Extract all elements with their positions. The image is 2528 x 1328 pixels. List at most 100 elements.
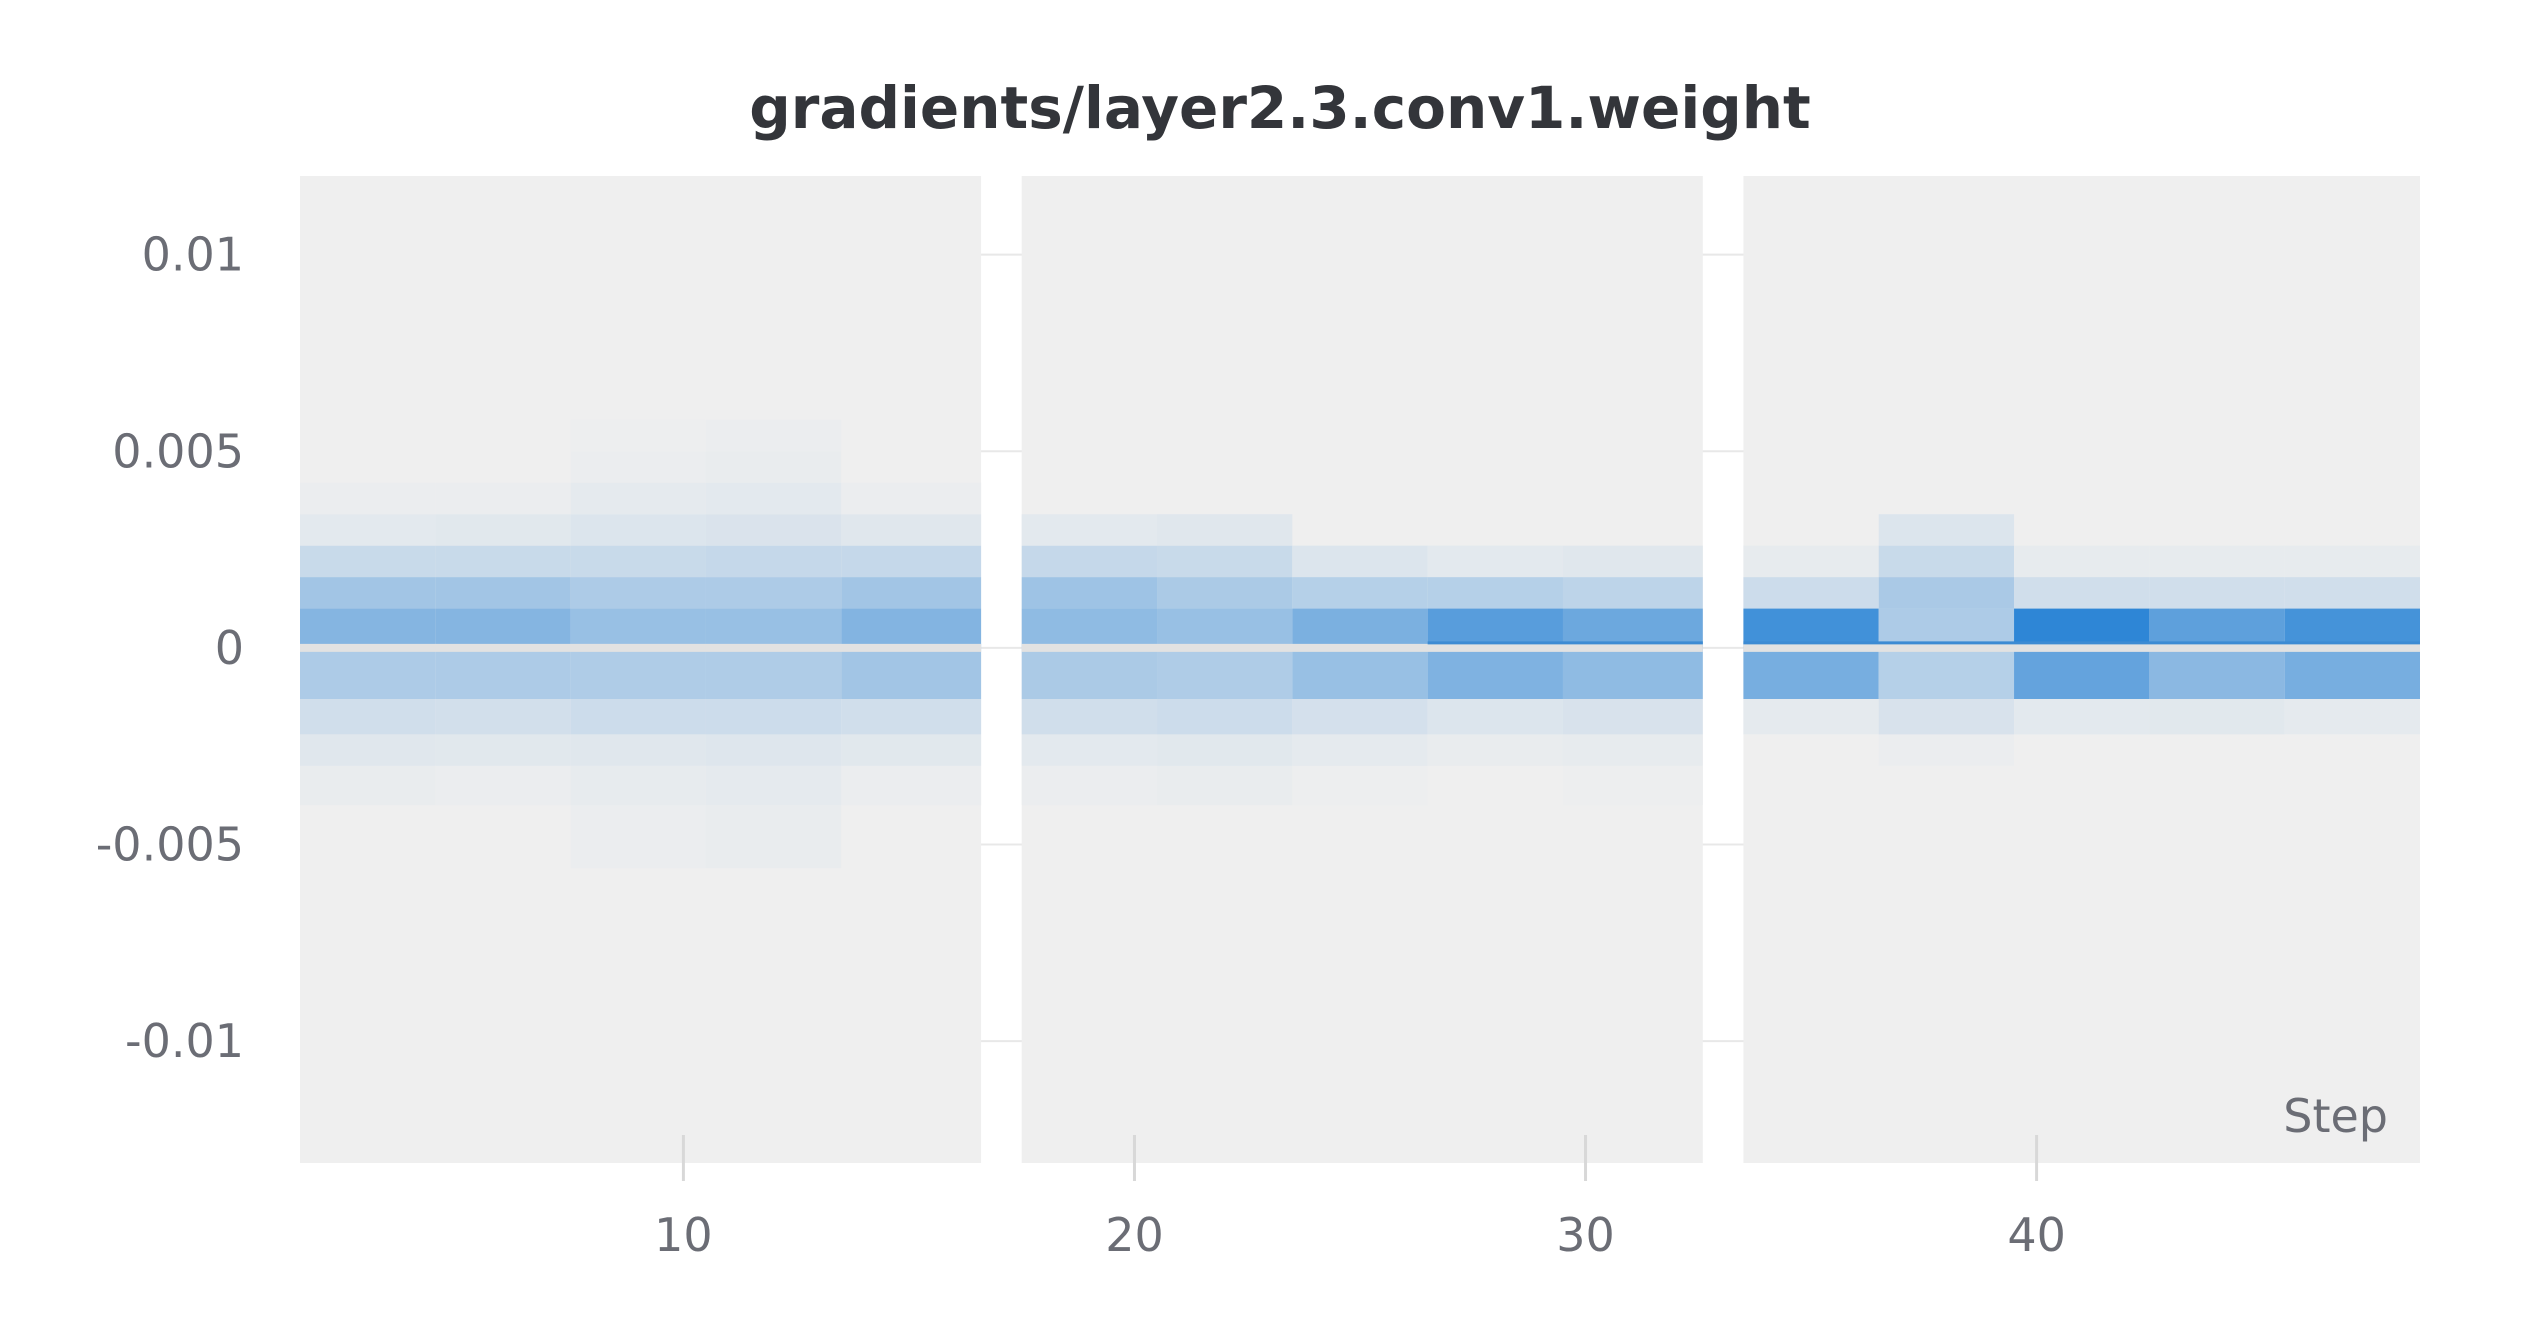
heatmap-cell-col3-bin7 [570, 577, 706, 609]
heatmap-cell-col2-bin9 [435, 514, 571, 546]
heatmap-cell-col4-bin9 [705, 514, 842, 546]
heatmap-cell-col15-bin6 [2284, 608, 2420, 648]
heatmap-cell-col5-bin5 [841, 647, 982, 699]
x-axis-label: Step [2283, 1089, 2388, 1143]
heatmap-cell-col13-bin5 [2014, 647, 2150, 699]
heatmap-cell-col6-bin3 [1021, 734, 1158, 766]
heatmap-cell-col14-bin5 [2149, 647, 2285, 699]
heatmap-cell-col8-bin8 [1292, 545, 1428, 578]
heatmap-cell-col3-bin9 [570, 514, 706, 546]
heatmap-cell-col8-bin5 [1292, 647, 1428, 699]
heatmap-cell-col2-bin8 [435, 545, 571, 578]
heatmap-cell-col6-bin5 [1021, 647, 1158, 699]
heatmap-cell-col8-bin4 [1292, 698, 1428, 735]
heatmap-cell-col11-bin8 [1743, 545, 1879, 578]
heatmap-cell-col15-bin8 [2284, 545, 2420, 578]
heatmap-cell-col7-bin2 [1157, 765, 1293, 806]
heatmap-cell-col9-bin4 [1427, 698, 1563, 735]
heatmap-cell-col13-bin7 [2014, 577, 2150, 609]
heatmap-cell-col12-bin7 [1878, 577, 2015, 609]
heatmap-cell-col5-bin8 [841, 545, 982, 578]
heatmap-cell-col14-bin7 [2149, 577, 2285, 609]
heatmap-cell-col5-bin6 [841, 608, 982, 648]
heatmap-cell-col10-bin5 [1562, 647, 1703, 699]
zero-lines [300, 641, 2420, 652]
heatmap-cell-col15-bin7 [2284, 577, 2420, 609]
heatmap-cell-col6-bin4 [1021, 698, 1158, 735]
heatmap-cell-col2-bin10 [435, 482, 571, 515]
heatmap-cell-col7-bin8 [1157, 545, 1293, 578]
heatmap-cell-col12-bin3 [1878, 734, 2015, 766]
heatmap-cell-col8-bin7 [1292, 577, 1428, 609]
x-tick-label-40: 40 [2007, 1208, 2066, 1262]
heatmap-cell-col4-bin8 [705, 545, 842, 578]
heatmap-cell-col10-bin3 [1562, 734, 1703, 766]
heatmap-cell-col3-bin12 [570, 419, 706, 452]
heatmap-cell-col1-bin7 [300, 577, 436, 609]
heatmap-cell-col4-bin3 [705, 734, 842, 766]
heatmap-cell-col12-bin5 [1878, 647, 2015, 699]
heatmap-cell-col7-bin4 [1157, 698, 1293, 735]
heatmap-cell-col7-bin6 [1157, 608, 1293, 648]
heatmap-cell-col7-bin9 [1157, 514, 1293, 546]
heatmap-cell-col12-bin9 [1878, 514, 2015, 546]
heatmap-cell-col9-bin7 [1427, 577, 1563, 609]
heatmap-cell-col14-bin8 [2149, 545, 2285, 578]
heatmap-cell-col1-bin9 [300, 514, 436, 546]
heatmap-cell-col3-bin8 [570, 545, 706, 578]
heatmap-cell-col12-bin4 [1878, 698, 2015, 735]
heatmap-cell-col12-bin6 [1878, 608, 2015, 648]
heatmap-cell-col11-bin7 [1743, 577, 1879, 609]
heatmap-cell-col11-bin5 [1743, 647, 1879, 699]
heatmap-cell-col10-bin6 [1562, 608, 1703, 648]
heatmap-cell-col4-bin4 [705, 698, 842, 735]
heatmap-cell-col3-bin4 [570, 698, 706, 735]
heatmap-cell-col2-bin5 [435, 647, 571, 699]
heatmap-cell-col6-bin7 [1021, 577, 1158, 609]
x-tick-label-30: 30 [1556, 1208, 1615, 1262]
heatmap-cell-col2-bin3 [435, 734, 571, 766]
heatmap-cell-col1-bin6 [300, 608, 436, 648]
heatmap-cell-col14-bin4 [2149, 698, 2285, 735]
chart-title: gradients/layer2.3.conv1.weight [749, 74, 1811, 142]
heatmap-cell-col11-bin6 [1743, 608, 1879, 648]
heatmap-cell-col2-bin2 [435, 765, 571, 806]
heatmap-cell-col8-bin3 [1292, 734, 1428, 766]
heatmap-cell-col11-bin4 [1743, 698, 1879, 735]
heatmap-cell-col6-bin6 [1021, 608, 1158, 648]
heatmap-cell-col13-bin6 [2014, 608, 2150, 648]
heatmap-cell-col2-bin6 [435, 608, 571, 648]
heatmap-cell-col7-bin3 [1157, 734, 1293, 766]
heatmap-cell-col3-bin6 [570, 608, 706, 648]
heatmap-cell-col4-bin6 [705, 608, 842, 648]
heatmap-cell-col5-bin10 [841, 482, 982, 515]
heatmap-cell-col1-bin4 [300, 698, 436, 735]
heatmap-cell-col10-bin8 [1562, 545, 1703, 578]
heatmap-cell-col6-bin9 [1021, 514, 1158, 546]
heatmap-cell-col7-bin7 [1157, 577, 1293, 609]
heatmap-cell-col4-bin7 [705, 577, 842, 609]
y-axis-ticks: 0.01 0.005 0 -0.005 -0.01 [96, 228, 244, 1068]
heatmap-cell-col15-bin5 [2284, 647, 2420, 699]
heatmap-cell-col3-bin5 [570, 647, 706, 699]
y-tick-label-2: 0 [215, 621, 244, 675]
heatmap-cell-col6-bin8 [1021, 545, 1158, 578]
heatmap-cell-col3-bin11 [570, 451, 706, 483]
heatmap-cell-col3-bin1 [570, 805, 706, 869]
heatmap-cell-col13-bin4 [2014, 698, 2150, 735]
heatmap-cell-col9-bin8 [1427, 545, 1563, 578]
heatmap-cells [300, 419, 2420, 869]
heatmap-cell-col4-bin12 [705, 419, 842, 452]
heatmap-cell-col1-bin2 [300, 765, 436, 806]
heatmap-cell-col6-bin2 [1021, 765, 1158, 806]
heatmap-cell-col2-bin4 [435, 698, 571, 735]
x-tick-label-20: 20 [1105, 1208, 1164, 1262]
heatmap-cell-col8-bin6 [1292, 608, 1428, 648]
y-tick-label-3: -0.005 [96, 817, 244, 871]
y-tick-label-4: -0.01 [125, 1014, 244, 1068]
heatmap-cell-col4-bin2 [705, 765, 842, 806]
heatmap-cell-col9-bin5 [1427, 647, 1563, 699]
x-axis-ticks: 10 20 30 40 [654, 1135, 2066, 1262]
